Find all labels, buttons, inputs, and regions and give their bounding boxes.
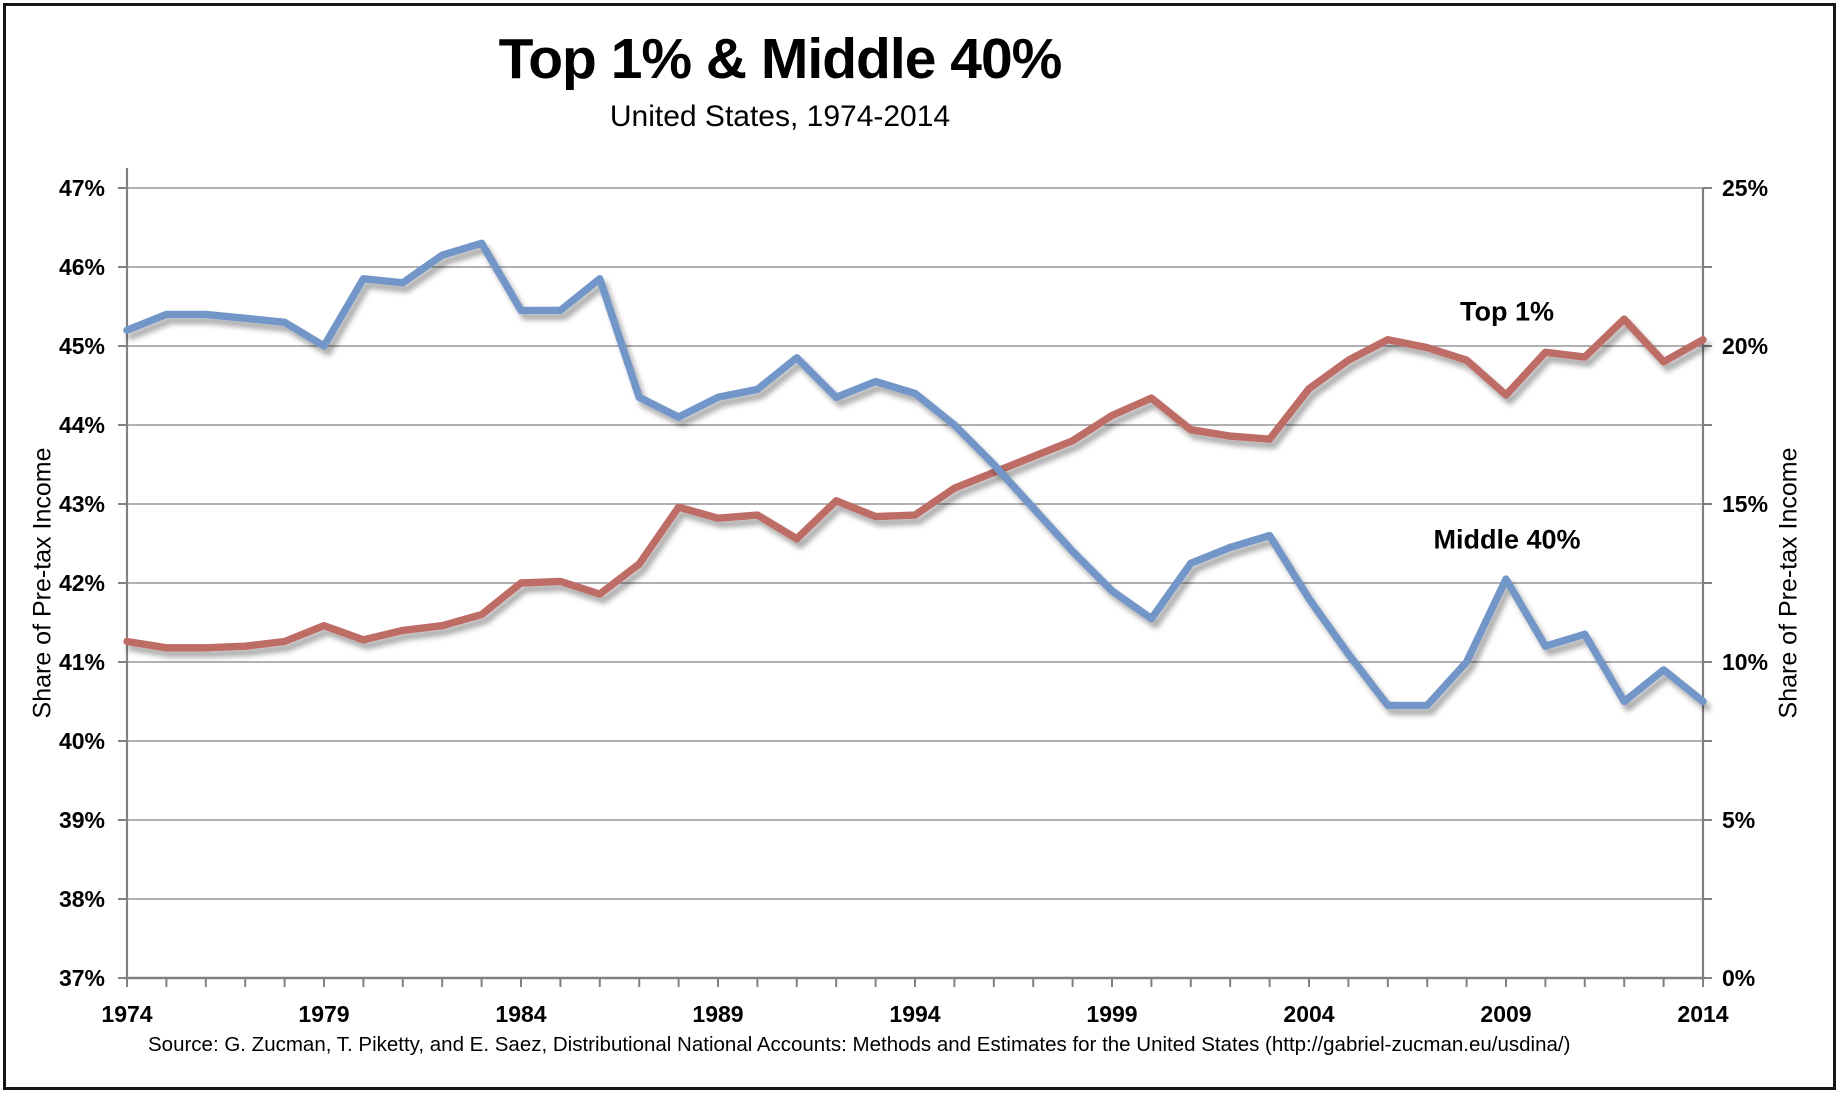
x-axis-year-label: 1994 bbox=[889, 1001, 941, 1027]
y-left-tick-label: 43% bbox=[58, 491, 105, 517]
y-left-tick-label: 47% bbox=[58, 175, 105, 201]
y-left-tick-label: 37% bbox=[58, 965, 105, 991]
x-axis-year-label: 1984 bbox=[495, 1001, 547, 1027]
chart-subtitle: United States, 1974-2014 bbox=[609, 100, 951, 133]
x-axis-year-label: 1974 bbox=[101, 1001, 153, 1027]
series-lines bbox=[123, 239, 1707, 710]
x-axis-year-label: 2014 bbox=[1677, 1001, 1729, 1027]
y-right-tick-label: 25% bbox=[1722, 175, 1769, 201]
y-left-tick-label: 42% bbox=[58, 570, 105, 596]
y-right-tick-label: 20% bbox=[1722, 333, 1769, 359]
chart-title: Top 1% & Middle 40% bbox=[498, 27, 1063, 91]
y-right-tick-label: 10% bbox=[1722, 649, 1769, 675]
gridlines bbox=[127, 187, 1703, 900]
y-left-tick-label: 41% bbox=[58, 649, 105, 675]
x-axis-year-label: 2004 bbox=[1283, 1001, 1335, 1027]
middle40-line bbox=[123, 239, 1707, 710]
axis-lines bbox=[118, 168, 1712, 987]
series-label-middle40: Middle 40% bbox=[1433, 524, 1581, 555]
y-right-tick-label: 0% bbox=[1722, 965, 1756, 991]
y-left-tick-label: 39% bbox=[58, 807, 105, 833]
y-left-tick-label: 38% bbox=[58, 886, 105, 912]
x-axis-year-label: 1999 bbox=[1086, 1001, 1138, 1027]
top1-line bbox=[123, 315, 1707, 652]
y-right-tick-label: 15% bbox=[1722, 491, 1769, 517]
y-left-tick-label: 45% bbox=[58, 333, 105, 359]
y-right-tick-label: 5% bbox=[1722, 807, 1756, 833]
source-note: Source: G. Zucman, T. Piketty, and E. Sa… bbox=[148, 1033, 1571, 1056]
x-axis-year-label: 1979 bbox=[298, 1001, 350, 1027]
x-axis-year-label: 2009 bbox=[1480, 1001, 1532, 1027]
series-label-top1: Top 1% bbox=[1460, 296, 1554, 327]
y-left-tick-label: 44% bbox=[58, 412, 105, 438]
y-left-tick-label: 46% bbox=[58, 254, 105, 280]
y-left-tick-label: 40% bbox=[58, 728, 105, 754]
x-axis-year-label: 1989 bbox=[692, 1001, 744, 1027]
